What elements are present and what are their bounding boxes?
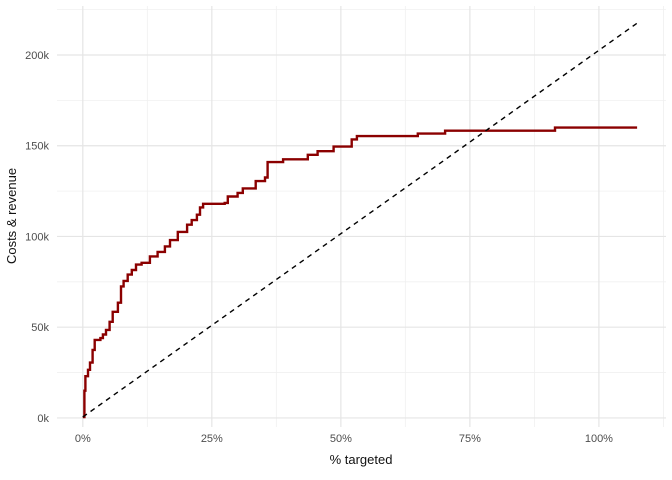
y-tick-label: 200k: [25, 50, 49, 62]
x-tick-label: 75%: [459, 433, 481, 445]
x-axis-title: % targeted: [330, 452, 393, 467]
baseline-cost-diagonal-line: [82, 22, 638, 418]
y-tick-label: 50k: [31, 322, 49, 334]
gridlines-major: [57, 6, 666, 427]
cumulative-revenue-step-curve-line: [82, 126, 638, 419]
chart-series: [82, 22, 638, 419]
gridlines-minor: [57, 6, 666, 427]
y-tick-label: 0k: [37, 413, 49, 425]
y-tick-label: 150k: [25, 141, 49, 153]
x-tick-label: 0%: [75, 433, 91, 445]
x-tick-label: 25%: [201, 433, 223, 445]
axis-tick-labels: 0% 25% 50% 75% 100% 0k 50k 100k 150k 200k: [25, 50, 613, 445]
y-axis-title: Costs & revenue: [4, 168, 19, 264]
x-tick-label: 100%: [585, 433, 613, 445]
y-tick-label: 100k: [25, 231, 49, 243]
x-tick-label: 50%: [330, 433, 352, 445]
